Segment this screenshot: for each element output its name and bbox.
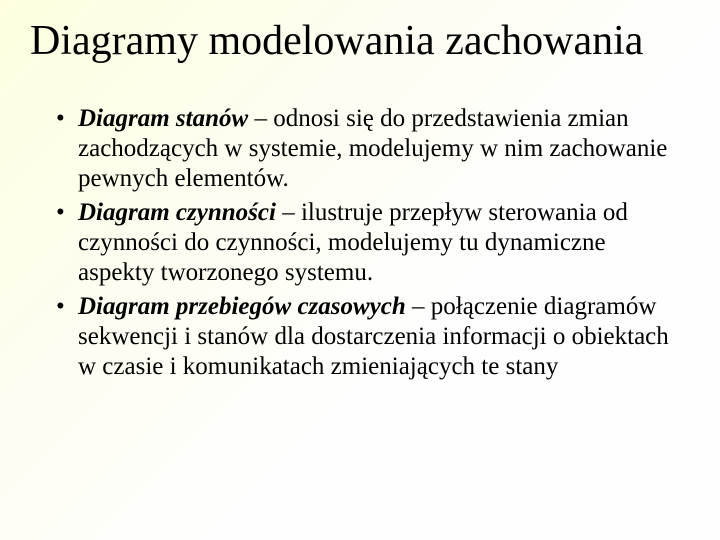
term-name: Diagram przebiegów czasowych [78, 293, 406, 320]
list-item: Diagram czynności – ilustruje przepływ s… [56, 198, 680, 288]
slide-title: Diagramy modelowania zachowania [30, 18, 690, 64]
slide: Diagramy modelowania zachowania Diagram … [0, 0, 720, 540]
bullet-list: Diagram stanów – odnosi się do przedstaw… [30, 104, 690, 382]
list-item: Diagram stanów – odnosi się do przedstaw… [56, 104, 680, 194]
list-item: Diagram przebiegów czasowych – połączeni… [56, 292, 680, 382]
term-name: Diagram stanów [78, 105, 248, 132]
term-name: Diagram czynności [78, 199, 276, 226]
